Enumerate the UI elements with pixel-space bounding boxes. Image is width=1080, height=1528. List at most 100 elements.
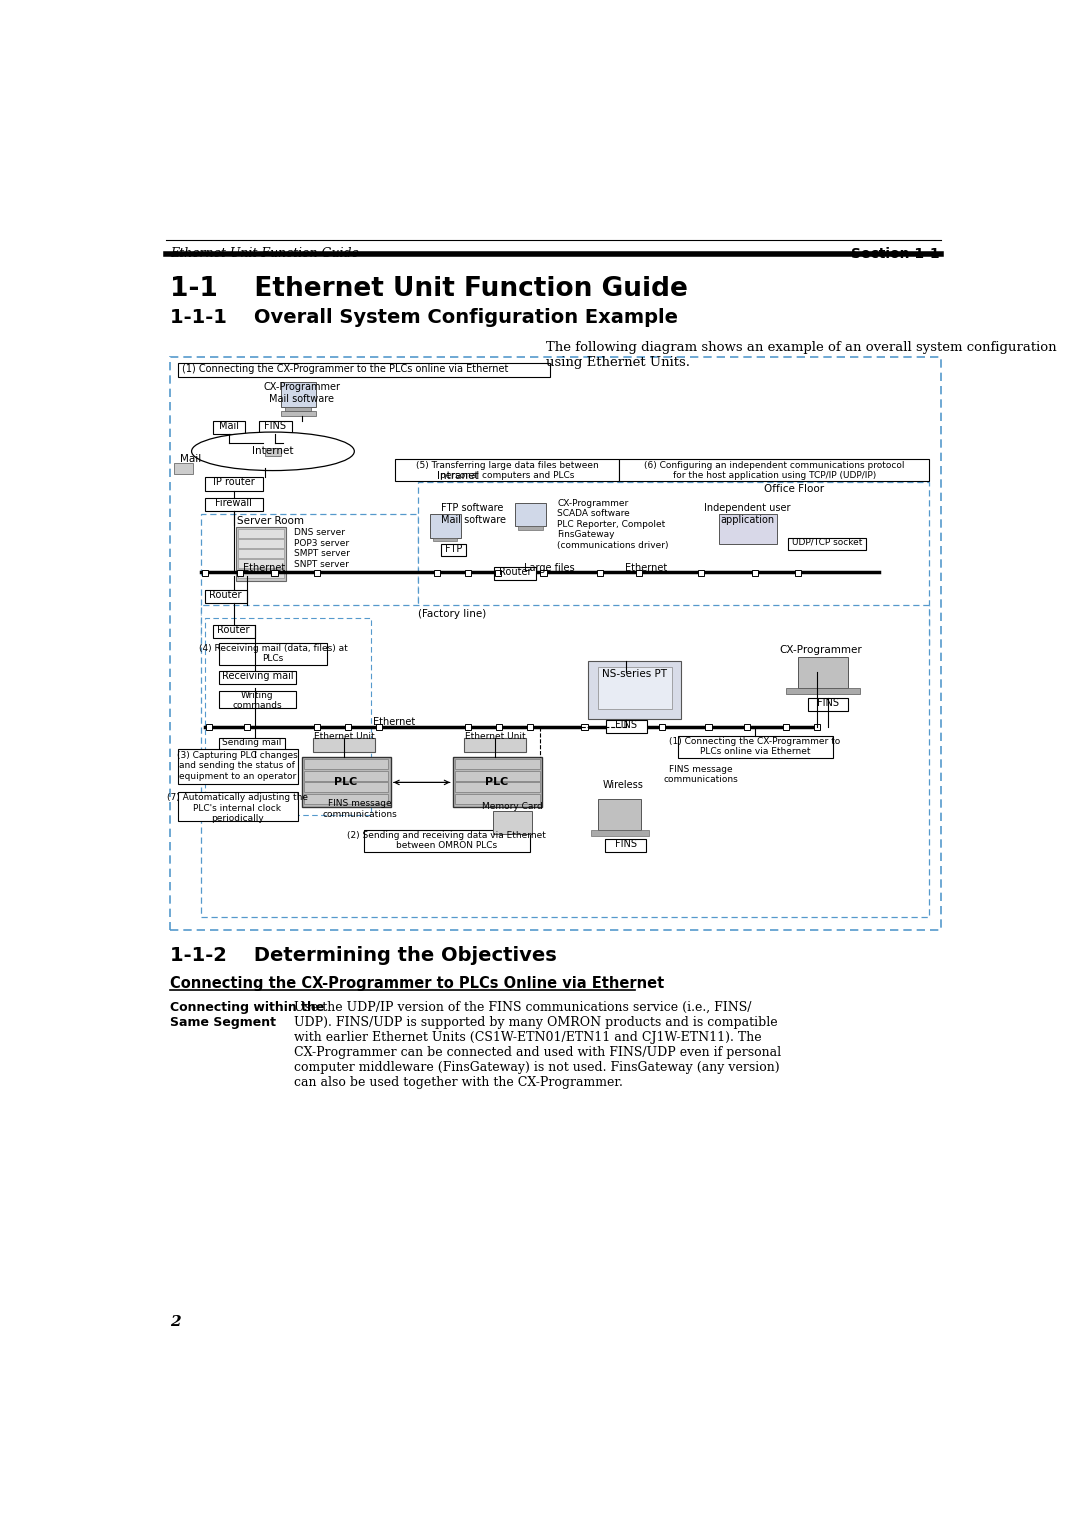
- Bar: [303, 759, 389, 769]
- Bar: [430, 515, 460, 538]
- Bar: [517, 526, 542, 530]
- Bar: [453, 756, 542, 807]
- Text: UDP/TCP socket: UDP/TCP socket: [792, 538, 862, 547]
- Text: Connecting the CX-Programmer to PLCs Online via Ethernet: Connecting the CX-Programmer to PLCs Onl…: [170, 976, 664, 992]
- Bar: [201, 605, 930, 917]
- Text: Ethernet Unit: Ethernet Unit: [465, 732, 526, 741]
- Text: IP router: IP router: [213, 477, 254, 487]
- Bar: [170, 356, 941, 931]
- Text: Ethernet: Ethernet: [374, 717, 416, 727]
- Bar: [581, 724, 588, 730]
- Bar: [202, 570, 207, 576]
- Bar: [433, 538, 458, 541]
- Text: PLC: PLC: [485, 778, 509, 787]
- Text: FINS message
communications: FINS message communications: [663, 764, 738, 784]
- Text: Section 1-1: Section 1-1: [851, 248, 940, 261]
- Bar: [177, 362, 550, 376]
- Bar: [527, 724, 534, 730]
- Bar: [786, 688, 860, 694]
- Bar: [636, 570, 642, 576]
- Text: (1) Connecting the CX-Programmer to
PLCs online via Ethernet: (1) Connecting the CX-Programmer to PLCs…: [670, 736, 840, 756]
- Bar: [677, 736, 833, 758]
- Text: (5) Transferring large data files between
personal computers and PLCs: (5) Transferring large data files betwee…: [416, 460, 598, 480]
- Text: 2: 2: [170, 1316, 180, 1329]
- Bar: [213, 420, 245, 434]
- Bar: [244, 724, 251, 730]
- Bar: [266, 448, 281, 455]
- Bar: [598, 799, 642, 830]
- Bar: [455, 759, 540, 769]
- Bar: [237, 570, 243, 576]
- Bar: [465, 724, 471, 730]
- Bar: [598, 666, 672, 709]
- Bar: [345, 724, 351, 730]
- Text: FTP: FTP: [445, 544, 462, 553]
- Bar: [285, 406, 311, 411]
- Text: Ethernet Unit: Ethernet Unit: [314, 732, 375, 741]
- Text: Use the UDP/IP version of the FINS communications service (i.e., FINS/
UDP). FIN: Use the UDP/IP version of the FINS commu…: [294, 1001, 781, 1089]
- Text: FINS: FINS: [616, 720, 637, 730]
- Bar: [271, 570, 278, 576]
- Text: Router: Router: [499, 567, 531, 576]
- Text: (7) Automatically adjusting the
PLC's internal clock
periodically: (7) Automatically adjusting the PLC's in…: [166, 793, 308, 824]
- Text: (2) Sending and receiving data via Ethernet
between OMRON PLCs: (2) Sending and receiving data via Ether…: [347, 831, 546, 850]
- Bar: [303, 795, 389, 804]
- Bar: [788, 538, 866, 550]
- Text: (1) Connecting the CX-Programmer to the PLCs online via Ethernet: (1) Connecting the CX-Programmer to the …: [181, 364, 508, 373]
- Bar: [619, 458, 930, 481]
- Bar: [201, 515, 418, 645]
- Bar: [591, 830, 649, 836]
- Bar: [376, 724, 382, 730]
- Bar: [281, 411, 315, 416]
- Text: Server Room: Server Room: [238, 516, 305, 526]
- Bar: [238, 529, 284, 538]
- Text: Large files: Large files: [524, 562, 575, 573]
- Bar: [698, 570, 704, 576]
- Text: Receiving mail: Receiving mail: [221, 671, 294, 681]
- Text: 1-1-1    Overall System Configuration Example: 1-1-1 Overall System Configuration Examp…: [170, 309, 678, 327]
- Bar: [798, 657, 848, 688]
- Text: Internet: Internet: [253, 446, 294, 457]
- Text: Intranet: Intranet: [437, 471, 478, 481]
- Bar: [205, 590, 247, 604]
- Bar: [494, 567, 537, 581]
- Text: Router: Router: [210, 590, 242, 601]
- Bar: [235, 527, 286, 581]
- Text: Ethernet: Ethernet: [243, 562, 285, 573]
- Bar: [205, 724, 212, 730]
- Bar: [494, 811, 531, 834]
- Bar: [808, 698, 848, 711]
- Bar: [218, 671, 296, 685]
- Bar: [814, 724, 820, 730]
- Text: Connecting within the
Same Segment: Connecting within the Same Segment: [170, 1001, 324, 1028]
- Bar: [205, 619, 372, 814]
- Bar: [177, 792, 298, 821]
- Bar: [394, 458, 619, 481]
- Text: CX-Programmer: CX-Programmer: [780, 645, 862, 656]
- Text: (3) Capturing PLC changes
and sending the status of
equipment to an operator: (3) Capturing PLC changes and sending th…: [177, 750, 298, 781]
- Bar: [314, 570, 321, 576]
- Text: PLC: PLC: [334, 778, 357, 787]
- Bar: [313, 738, 375, 752]
- Bar: [238, 549, 284, 558]
- Bar: [464, 738, 526, 752]
- Bar: [606, 839, 646, 853]
- Bar: [364, 830, 530, 851]
- Bar: [795, 570, 800, 576]
- Text: NS-series PT: NS-series PT: [603, 669, 667, 678]
- Bar: [218, 643, 327, 665]
- Text: Sending mail: Sending mail: [221, 738, 281, 747]
- Text: Office Floor: Office Floor: [764, 484, 824, 494]
- Bar: [177, 749, 298, 784]
- Text: Memory Card: Memory Card: [482, 802, 543, 811]
- Text: FINS: FINS: [265, 420, 286, 431]
- Text: Independent user
application: Independent user application: [704, 503, 791, 524]
- Bar: [301, 756, 391, 807]
- Text: CX-Programmer
SCADA software
PLC Reporter, Compolet
FinsGateway
(communications : CX-Programmer SCADA software PLC Reporte…: [557, 500, 669, 550]
- Bar: [752, 570, 758, 576]
- Ellipse shape: [191, 432, 354, 471]
- Bar: [783, 724, 789, 730]
- Bar: [465, 570, 471, 576]
- Bar: [174, 463, 193, 474]
- Bar: [441, 544, 465, 556]
